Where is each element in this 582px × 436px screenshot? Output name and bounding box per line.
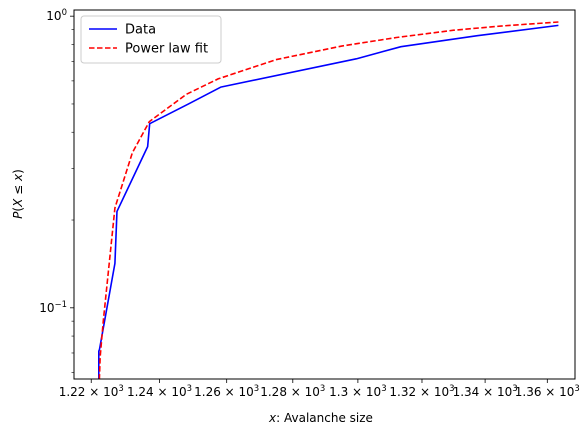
legend-label-fit: Power law fit xyxy=(125,42,208,57)
x-tick-label: 1.28 × 103 xyxy=(260,384,325,399)
x-axis-label: x: Avalanche size xyxy=(268,411,373,425)
x-tick-label: 1.32 × 103 xyxy=(389,384,454,399)
x-tick-label: 1.24 × 103 xyxy=(127,384,192,399)
x-tick-label: 1.36 × 103 xyxy=(515,384,580,399)
legend-label-data: Data xyxy=(125,23,156,38)
series-line-0 xyxy=(98,24,559,379)
x-axis-label-text: Avalanche size xyxy=(284,411,373,425)
x-axis-label-var: x xyxy=(268,411,277,425)
legend-box xyxy=(80,15,222,64)
y-tick-label: 10−1 xyxy=(39,300,67,315)
x-axis: 1.22 × 103 1.24 × 103 1.26 × 103 1.28 × 103… xyxy=(59,379,580,399)
series-line-1 xyxy=(98,21,559,379)
x-tick-label: 1.26 × 103 xyxy=(194,384,259,399)
legend: Data Power law fit xyxy=(80,15,222,64)
y-tick-label: 100 xyxy=(46,8,67,23)
series-layer xyxy=(98,21,559,379)
y-axis: 10−1 100 xyxy=(39,8,74,373)
x-tick-label: 1.22 × 103 xyxy=(59,384,124,399)
x-tick-label: 1.34 × 103 xyxy=(453,384,518,399)
y-axis-label: P(X ≤ x) xyxy=(11,169,25,219)
x-tick-label: 1.3 × 103 xyxy=(329,384,386,399)
plot-frame xyxy=(73,9,576,380)
